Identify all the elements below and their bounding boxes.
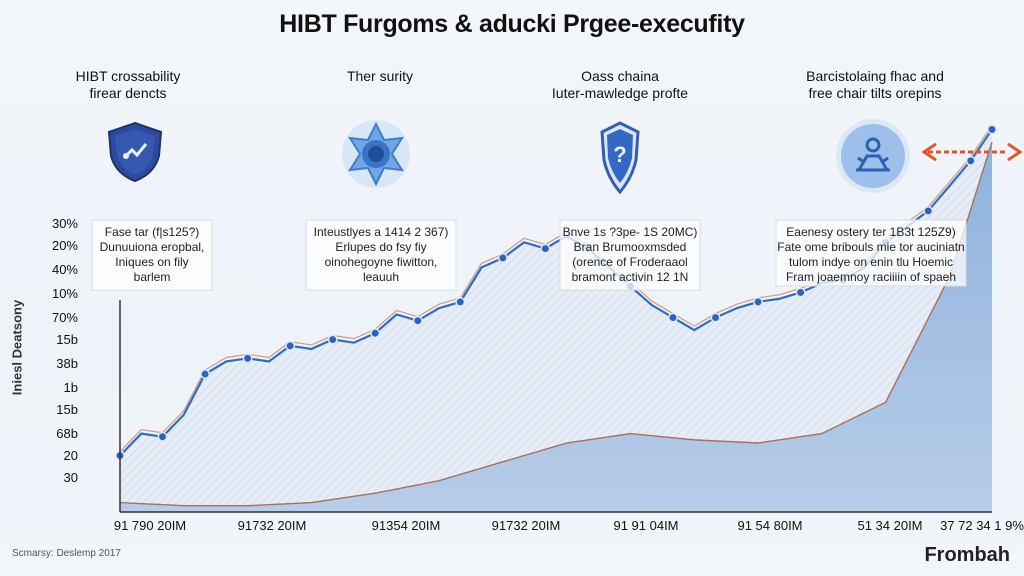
feature-label-crossability: HIBT crossability firear dencts xyxy=(38,68,218,102)
data-point xyxy=(965,155,976,166)
arrow-right-icon xyxy=(921,142,1023,162)
annotation-box xyxy=(91,219,213,291)
x-tick-label: 37 72 34 1 9% xyxy=(940,518,1024,533)
x-tick-label: 91 790 20IM xyxy=(114,518,186,533)
data-point xyxy=(923,205,934,216)
feature-label-surity: Ther surity xyxy=(300,68,460,85)
feature-line: Barcistolaing fhac and xyxy=(806,68,944,84)
annotation-text: Bran Brumooxmsded xyxy=(574,240,687,254)
y-tick-label: 20% xyxy=(52,238,78,253)
data-point xyxy=(455,296,466,307)
feature-line: Iuter-mawledge profte xyxy=(551,85,689,101)
source-note: Scmarsy: Deslemp 2017 xyxy=(12,548,121,559)
annotation-text: Eaenesy ostery ter 1B3t 125Z9) xyxy=(786,225,955,239)
annotation-text: (orence of Froderaaol xyxy=(572,255,687,269)
data-point xyxy=(412,315,423,326)
x-tick-label: 91 54 80IM xyxy=(737,518,802,533)
annotation-text: Fram joaemnoy raciiiin of spaeh xyxy=(786,270,956,284)
annotation-text: Fate ome bribouls mie tor auciniatn xyxy=(777,240,964,254)
y-tick-label: 15b xyxy=(56,332,78,347)
y-tick-label: 40% xyxy=(52,262,78,277)
annotation-text: Fase tar (f|s125?) xyxy=(105,225,200,239)
annotation-text: barlem xyxy=(134,270,171,284)
feature-label-chair: Barcistolaing fhac and free chair tilts … xyxy=(770,68,980,102)
annotation-text: Dunuuiona eropbal, xyxy=(100,240,205,254)
shield-icon xyxy=(107,121,163,183)
data-point xyxy=(200,369,211,379)
network-globe-icon xyxy=(342,120,410,188)
y-axis-title: Iniesl Deatsony xyxy=(9,299,25,396)
y-tick-label: 70% xyxy=(52,310,78,325)
y-tick-label: 15b xyxy=(56,402,78,417)
feature-line: HIBT crossability xyxy=(75,68,181,84)
annotation-box xyxy=(775,219,967,287)
x-tick-label: 51 34 20IM xyxy=(857,518,922,533)
x-tick-label: 91732 20IM xyxy=(238,518,307,533)
data-point xyxy=(540,243,551,254)
data-point xyxy=(987,124,997,135)
chart-title: HIBT Furgoms & aducki Prgee-execufity xyxy=(279,10,745,38)
annotation-text: oinohegoyne fiwitton, xyxy=(325,255,438,269)
data-point xyxy=(242,353,253,364)
y-tick-label: 10% xyxy=(52,286,78,301)
annotation-text: Inteustlyes a 1414 2 367) xyxy=(314,225,449,239)
feature-label-chaina: Oass chaina Iuter-mawledge profte xyxy=(520,68,720,102)
annotation-text: Bnve 1s ?3pe- 1S 20MC) xyxy=(563,225,698,239)
feature-line: firear dencts xyxy=(89,85,167,101)
data-point xyxy=(795,287,806,298)
annotation-text: Erlupes do fsy fiy xyxy=(335,240,426,254)
x-tick-label: 91732 20IM xyxy=(492,518,561,533)
svg-text:?: ? xyxy=(613,142,626,167)
annotation-box xyxy=(305,219,457,291)
data-point xyxy=(370,328,381,339)
feature-line: Oass chaina xyxy=(581,68,659,84)
feature-line: free chair tilts orepins xyxy=(808,85,942,101)
lower-line xyxy=(119,141,993,507)
data-point xyxy=(497,253,508,263)
person-meditate-icon xyxy=(836,119,910,193)
y-tick-label: 30 xyxy=(64,470,78,485)
x-tick-label: 91354 20IM xyxy=(372,518,441,533)
data-point xyxy=(157,431,168,442)
y-tick-label: 68b xyxy=(56,426,78,441)
shield-question-icon: ? xyxy=(600,121,640,195)
x-tick-label: 91 91 04IM xyxy=(613,518,678,533)
data-point xyxy=(668,312,678,323)
annotation-text: Iniques on fily xyxy=(115,255,188,269)
data-point xyxy=(753,296,763,307)
data-point xyxy=(710,312,721,323)
annotation-text: bramont activin 12 1N xyxy=(572,270,689,284)
data-point xyxy=(285,340,296,351)
y-tick-label: 38b xyxy=(56,356,78,371)
annotation-text: leauuh xyxy=(363,270,399,284)
lower-area xyxy=(120,141,992,512)
brand-logo: Frombah xyxy=(924,544,1010,566)
upper-area xyxy=(120,129,992,512)
y-tick-label: 1b xyxy=(64,380,78,395)
y-tick-label: 20 xyxy=(64,448,78,463)
y-tick-label: 30% xyxy=(52,216,78,231)
feature-line: Ther surity xyxy=(346,68,414,84)
data-point xyxy=(327,334,338,345)
annotation-text: tulom indye on enin tlu Hoemic xyxy=(789,255,953,269)
annotation-box xyxy=(559,219,701,291)
